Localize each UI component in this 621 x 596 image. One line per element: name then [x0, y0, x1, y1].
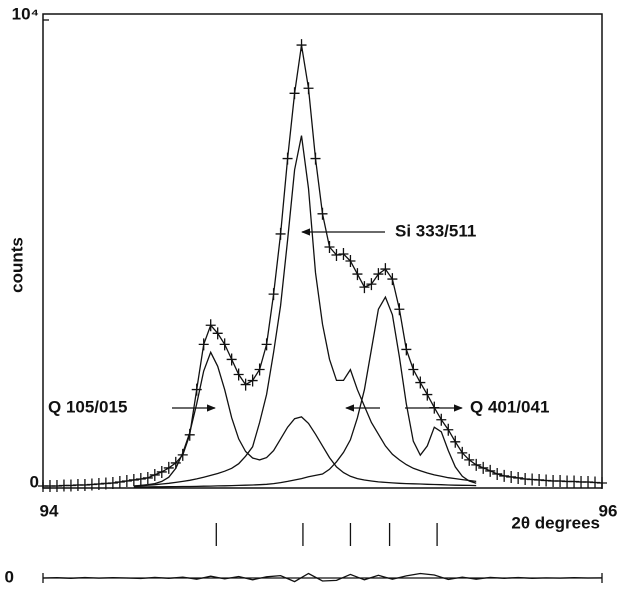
data-point	[282, 152, 293, 165]
data-point	[443, 423, 454, 436]
data-point	[499, 469, 510, 482]
series-line	[133, 295, 477, 488]
data-point	[464, 453, 475, 466]
data-point	[289, 87, 300, 100]
data-point	[212, 327, 223, 340]
data-point	[261, 338, 272, 351]
data-point	[114, 475, 125, 488]
data-point	[324, 240, 335, 253]
data-point	[513, 471, 524, 484]
data-point	[485, 464, 496, 477]
data-point	[254, 363, 265, 376]
data-point	[359, 281, 370, 294]
data-point	[597, 476, 607, 489]
data-point	[275, 227, 286, 240]
difference-line	[42, 572, 603, 583]
data-point	[366, 278, 377, 291]
data-point	[226, 353, 237, 366]
y-axis-label: counts	[7, 237, 26, 293]
data-point	[506, 470, 517, 483]
data-point	[478, 461, 489, 474]
data-point	[345, 255, 356, 268]
data-point	[177, 448, 188, 461]
data-point	[373, 268, 384, 281]
annotation: Q 401/041	[470, 397, 549, 416]
x-tick-label: 94	[40, 501, 59, 520]
series-line	[43, 44, 603, 487]
difference-tick-label: 0	[5, 567, 14, 586]
data-point	[380, 263, 391, 276]
data-point	[338, 248, 349, 260]
data-point	[303, 82, 314, 95]
y-tick-label: 0	[30, 472, 39, 491]
data-point	[149, 468, 160, 481]
x-tick-label: 96	[599, 501, 618, 520]
data-point	[121, 474, 132, 487]
plot-frame	[42, 13, 603, 489]
data-point	[436, 413, 447, 426]
annotation: Si 333/511	[395, 221, 476, 240]
data-point	[247, 374, 258, 387]
data-point	[219, 338, 230, 351]
series-line	[133, 135, 477, 487]
data-point	[471, 458, 482, 471]
data-point	[240, 378, 251, 391]
data-point	[492, 467, 503, 480]
data-point	[387, 273, 398, 286]
data-point	[296, 39, 307, 52]
data-point	[450, 435, 461, 448]
data-point	[107, 476, 118, 489]
data-point	[457, 446, 468, 459]
data-point	[205, 319, 216, 332]
y-tick-label: 10⁴	[12, 4, 39, 23]
series-line	[133, 350, 477, 487]
annotation: Q 105/015	[48, 397, 127, 416]
x-axis-label: 2θ degrees	[511, 513, 600, 532]
data-point	[394, 303, 405, 316]
data-point	[163, 461, 174, 474]
data-point	[198, 338, 209, 351]
data-point	[408, 363, 419, 376]
data-point	[156, 465, 167, 478]
data-point	[233, 368, 244, 381]
data-point	[331, 248, 342, 261]
data-point	[401, 343, 412, 356]
data-point	[422, 388, 433, 401]
data-point	[415, 376, 426, 389]
data-point	[317, 207, 328, 220]
data-point	[142, 471, 153, 484]
data-point	[352, 268, 363, 281]
data-point	[268, 288, 279, 301]
data-point	[310, 152, 321, 165]
data-point	[128, 473, 139, 486]
data-point	[135, 472, 146, 485]
